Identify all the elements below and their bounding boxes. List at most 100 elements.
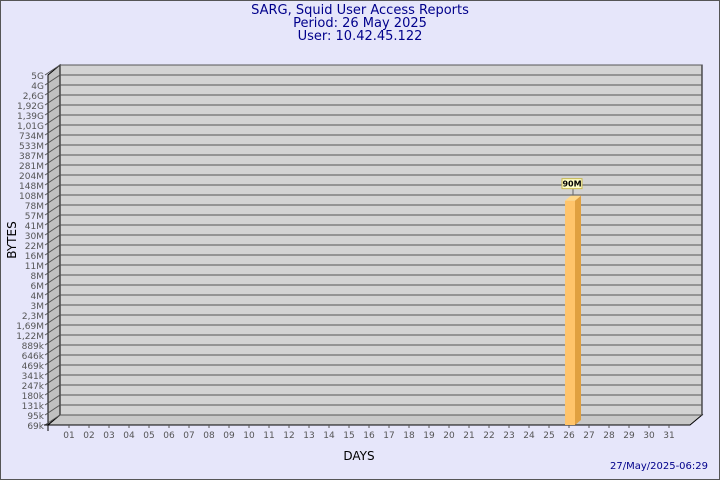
y-tick bbox=[44, 74, 61, 86]
y-tick-label: 148M bbox=[19, 182, 44, 192]
x-tick-label: 01 bbox=[63, 431, 74, 441]
x-tick-label: 11 bbox=[263, 431, 274, 441]
y-tick-label: 889k bbox=[22, 342, 45, 352]
y-tick-label: 469k bbox=[22, 362, 45, 372]
y-tick-label: 41M bbox=[25, 222, 44, 232]
y-tick bbox=[44, 64, 61, 76]
y-axis-label: BYTES bbox=[5, 221, 19, 258]
x-tick-label: 04 bbox=[123, 431, 135, 441]
y-tick-label: 57M bbox=[25, 212, 44, 222]
y-tick bbox=[44, 94, 61, 106]
y-tick bbox=[44, 254, 61, 266]
y-tick bbox=[44, 304, 61, 316]
y-tick bbox=[44, 184, 61, 196]
y-tick bbox=[44, 194, 61, 206]
x-tick-label: 17 bbox=[383, 431, 394, 441]
y-tick-label: 11M bbox=[25, 262, 44, 272]
y-tick-label: 16M bbox=[25, 252, 44, 262]
x-axis-label: DAYS bbox=[343, 449, 374, 463]
y-tick-label: 1,39G bbox=[17, 112, 44, 122]
bar-day-26 bbox=[565, 200, 575, 425]
y-tick bbox=[44, 144, 61, 156]
y-tick bbox=[44, 214, 61, 226]
y-tick bbox=[44, 204, 61, 216]
y-tick bbox=[44, 394, 61, 406]
x-tick-label: 29 bbox=[623, 431, 635, 441]
y-tick-label: 30M bbox=[25, 232, 44, 242]
y-tick-label: 78M bbox=[25, 202, 44, 212]
x-tick-label: 14 bbox=[323, 431, 335, 441]
x-tick-label: 28 bbox=[603, 431, 615, 441]
y-tick bbox=[44, 374, 61, 386]
y-tick-label: 2,3M bbox=[22, 312, 44, 322]
y-tick bbox=[44, 364, 61, 376]
generated-timestamp: 27/May/2025-06:29 bbox=[609, 461, 708, 472]
y-tick-label: 1,22M bbox=[16, 332, 44, 342]
y-tick-label: 5G bbox=[31, 72, 44, 82]
y-tick bbox=[44, 84, 61, 96]
x-tick-label: 02 bbox=[83, 431, 94, 441]
y-tick-label: 108M bbox=[19, 192, 44, 202]
y-tick bbox=[44, 354, 61, 366]
x-tick-label: 06 bbox=[163, 431, 175, 441]
y-tick-label: 533M bbox=[19, 142, 44, 152]
y-tick-label: 6M bbox=[31, 282, 45, 292]
bar-top-day-26 bbox=[565, 195, 581, 201]
y-tick-label: 341k bbox=[22, 372, 45, 382]
y-tick bbox=[44, 274, 61, 286]
x-tick-label: 18 bbox=[403, 431, 415, 441]
y-tick-label: 8M bbox=[31, 272, 45, 282]
y-tick bbox=[44, 414, 61, 426]
x-tick-label: 05 bbox=[143, 431, 154, 441]
y-tick bbox=[44, 294, 61, 306]
x-tick-label: 13 bbox=[303, 431, 314, 441]
y-tick bbox=[44, 284, 61, 296]
x-tick-label: 25 bbox=[543, 431, 554, 441]
x-tick-label: 20 bbox=[443, 431, 455, 441]
y-tick bbox=[44, 154, 61, 166]
x-tick-label: 09 bbox=[223, 431, 235, 441]
y-tick bbox=[44, 334, 61, 346]
y-tick-label: 180k bbox=[22, 392, 45, 402]
y-tick bbox=[44, 174, 61, 186]
y-tick bbox=[44, 114, 61, 126]
x-tick-label: 19 bbox=[423, 431, 435, 441]
y-tick-label: 4G bbox=[31, 82, 44, 92]
y-tick bbox=[44, 104, 61, 116]
chart-user: User: 10.42.45.122 bbox=[297, 29, 423, 44]
data-label: 90M bbox=[562, 180, 581, 189]
y-tick-label: 131k bbox=[22, 402, 45, 412]
data-label-box bbox=[561, 178, 583, 190]
y-tick-label: 2,6G bbox=[23, 92, 44, 102]
y-tick bbox=[44, 164, 61, 176]
chart-title: SARG, Squid User Access Reports bbox=[251, 3, 469, 18]
chart-period: Period: 26 May 2025 bbox=[293, 16, 427, 31]
x-tick-label: 23 bbox=[503, 431, 514, 441]
y-tick bbox=[44, 384, 61, 396]
y-tick-label: 1,92G bbox=[17, 102, 44, 112]
y-tick bbox=[44, 404, 61, 416]
plot-back-wall bbox=[59, 64, 703, 416]
y-tick-label: 646k bbox=[22, 352, 45, 362]
y-tick bbox=[44, 134, 61, 146]
bar-side-day-26 bbox=[575, 195, 581, 425]
y-tick bbox=[44, 324, 61, 336]
x-tick-label: 27 bbox=[583, 431, 594, 441]
y-tick-label: 734M bbox=[19, 132, 44, 142]
x-tick-label: 22 bbox=[483, 431, 494, 441]
x-tick-label: 12 bbox=[283, 431, 294, 441]
y-tick-label: 387M bbox=[19, 152, 44, 162]
y-tick bbox=[44, 244, 61, 256]
y-tick-label: 1,69M bbox=[16, 322, 44, 332]
y-tick-label: 204M bbox=[19, 172, 44, 182]
y-tick bbox=[44, 124, 61, 136]
x-tick-label: 26 bbox=[563, 431, 575, 441]
y-tick bbox=[44, 314, 61, 326]
x-tick-label: 03 bbox=[103, 431, 114, 441]
x-tick-label: 30 bbox=[643, 431, 655, 441]
y-tick bbox=[44, 344, 61, 356]
y-tick-label: 247k bbox=[22, 382, 45, 392]
x-tick-label: 15 bbox=[343, 431, 354, 441]
y-tick-label: 69k bbox=[27, 422, 44, 432]
